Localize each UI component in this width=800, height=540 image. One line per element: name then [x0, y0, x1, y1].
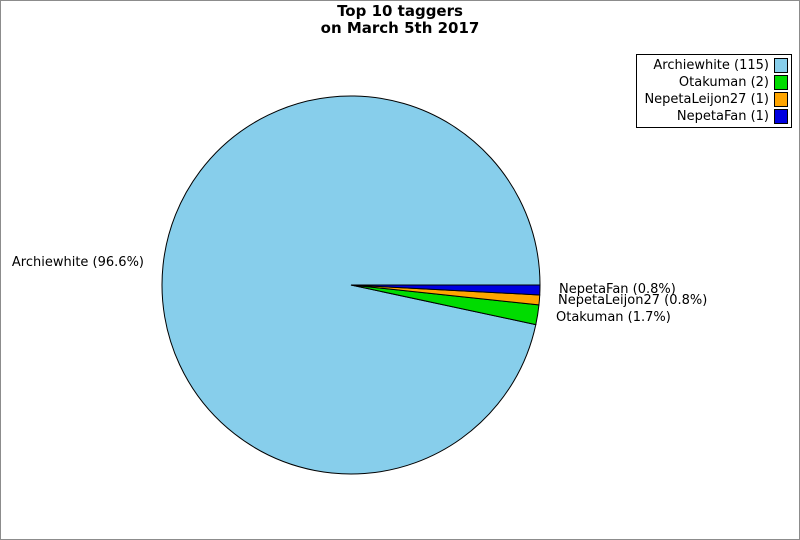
chart-title-line2: on March 5th 2017: [320, 19, 480, 37]
legend-item-archiewhite: Archiewhite (115): [640, 57, 788, 74]
slice-label-nepetafan: NepetaFan (0.8%): [559, 282, 676, 297]
legend-item-nepetaleijon27: NepetaLeijon27 (1): [640, 91, 788, 108]
legend-swatch-archiewhite: [774, 58, 788, 73]
chart-title-line1: Top 10 taggers: [337, 2, 463, 20]
legend-label: NepetaLeijon27 (1): [644, 92, 769, 107]
legend-swatch-nepetafan: [774, 109, 788, 124]
legend-item-nepetafan: NepetaFan (1): [640, 108, 788, 125]
legend-item-otakuman: Otakuman (2): [640, 74, 788, 91]
slice-label-nepetaleijon27: NepetaLeijon27 (0.8%): [558, 293, 708, 308]
slice-label-otakuman: Otakuman (1.7%): [556, 310, 671, 325]
legend-label: Archiewhite (115): [653, 58, 769, 73]
legend-label: Otakuman (2): [678, 75, 769, 90]
pie-slice-nepetafan: [350, 284, 541, 296]
legend-label: NepetaFan (1): [676, 109, 769, 124]
slice-label-archiewhite: Archiewhite (96.6%): [11, 255, 144, 270]
chart-title: Top 10 taggers on March 5th 2017: [1, 3, 799, 37]
legend: Archiewhite (115) Otakuman (2) NepetaLei…: [636, 54, 792, 128]
legend-swatch-nepetaleijon27: [774, 92, 788, 107]
legend-swatch-otakuman: [774, 75, 788, 90]
